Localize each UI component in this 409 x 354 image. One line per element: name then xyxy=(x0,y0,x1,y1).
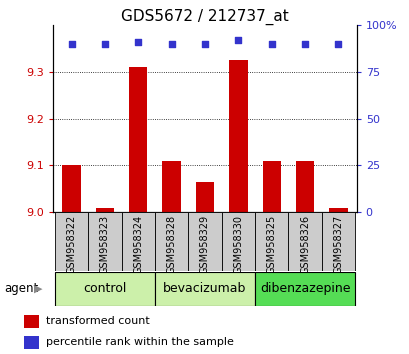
Text: GSM958329: GSM958329 xyxy=(200,215,209,274)
Text: ▶: ▶ xyxy=(34,284,42,294)
Text: GDS5672 / 212737_at: GDS5672 / 212737_at xyxy=(121,9,288,25)
Text: agent: agent xyxy=(4,282,38,295)
Text: GSM958325: GSM958325 xyxy=(266,215,276,274)
Bar xyxy=(155,272,254,306)
Point xyxy=(101,41,108,46)
Text: percentile rank within the sample: percentile rank within the sample xyxy=(46,337,234,348)
Bar xyxy=(62,166,81,212)
Point xyxy=(301,41,308,46)
Text: bevacizumab: bevacizumab xyxy=(163,282,246,295)
Bar xyxy=(321,212,354,271)
Bar xyxy=(162,161,180,212)
Bar xyxy=(155,212,188,271)
Bar xyxy=(229,60,247,212)
Bar xyxy=(221,212,254,271)
Bar xyxy=(196,182,213,212)
Text: GSM958324: GSM958324 xyxy=(133,215,143,274)
Bar xyxy=(254,212,288,271)
Text: transformed count: transformed count xyxy=(46,316,150,326)
Bar xyxy=(129,67,147,212)
Bar xyxy=(288,212,321,271)
Text: GSM958328: GSM958328 xyxy=(166,215,176,274)
Bar xyxy=(188,212,221,271)
Point xyxy=(68,41,75,46)
Bar xyxy=(96,208,114,212)
Point xyxy=(268,41,274,46)
Point xyxy=(334,41,341,46)
Text: GSM958330: GSM958330 xyxy=(233,215,243,274)
Bar xyxy=(88,212,121,271)
Bar xyxy=(121,212,155,271)
Point xyxy=(135,39,141,45)
Text: GSM958327: GSM958327 xyxy=(333,215,342,274)
Text: GSM958322: GSM958322 xyxy=(67,215,76,274)
Bar xyxy=(55,272,155,306)
Point xyxy=(168,41,175,46)
Text: dibenzazepine: dibenzazepine xyxy=(259,282,349,295)
Point xyxy=(201,41,208,46)
Text: GSM958326: GSM958326 xyxy=(299,215,309,274)
Point xyxy=(234,37,241,42)
Text: GSM958323: GSM958323 xyxy=(100,215,110,274)
Bar xyxy=(328,208,347,212)
Bar xyxy=(262,161,280,212)
Bar xyxy=(24,336,39,349)
Text: control: control xyxy=(83,282,126,295)
Bar xyxy=(295,161,313,212)
Bar xyxy=(24,315,39,328)
Bar xyxy=(254,272,354,306)
Bar xyxy=(55,212,88,271)
